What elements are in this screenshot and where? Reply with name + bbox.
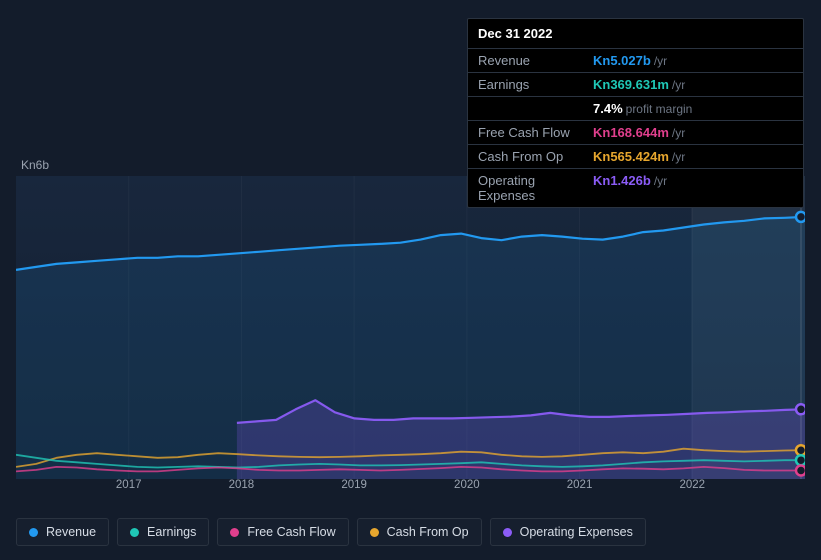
legend-label: Revenue	[46, 525, 96, 539]
legend-dot-icon	[503, 528, 512, 537]
tooltip-row-label: Cash From Op	[478, 149, 593, 164]
tooltip-row-label: Operating Expenses	[478, 173, 593, 203]
legend-item[interactable]: Free Cash Flow	[217, 518, 348, 546]
tooltip-unit: /yr	[672, 78, 685, 92]
legend-label: Cash From Op	[387, 525, 469, 539]
tooltip-row: Operating ExpensesKn1.426b /yr	[468, 169, 803, 207]
legend-label: Free Cash Flow	[247, 525, 335, 539]
y-axis-label-top: Kn6b	[21, 158, 49, 172]
tooltip-extra: profit margin	[626, 102, 693, 116]
tooltip-row-label: Free Cash Flow	[478, 125, 593, 140]
legend-item[interactable]: Operating Expenses	[490, 518, 646, 546]
chart-plot-area[interactable]	[16, 176, 805, 479]
x-axis-tick: 2019	[341, 479, 367, 491]
legend-item[interactable]: Earnings	[117, 518, 209, 546]
chart-legend: Revenue Earnings Free Cash Flow Cash From O…	[16, 518, 646, 546]
tooltip-value: Kn1.426b	[593, 173, 651, 188]
tooltip-row-label: Earnings	[478, 77, 593, 92]
tooltip-value: Kn565.424m	[593, 149, 669, 164]
x-axis-tick: 2020	[454, 479, 480, 491]
tooltip-unit: /yr	[654, 54, 667, 68]
tooltip-row: Free Cash FlowKn168.644m /yr	[468, 121, 803, 145]
legend-item[interactable]: Cash From Op	[357, 518, 482, 546]
tooltip-row: RevenueKn5.027b /yr	[468, 49, 803, 73]
legend-label: Earnings	[147, 525, 196, 539]
tooltip-row-label: Revenue	[478, 53, 593, 68]
legend-dot-icon	[29, 528, 38, 537]
tooltip-unit: /yr	[654, 174, 667, 188]
legend-dot-icon	[130, 528, 139, 537]
tooltip-row: EarningsKn369.631m /yr	[468, 73, 803, 97]
tooltip-row: 7.4% profit margin	[468, 97, 803, 121]
x-axis-tick: 2017	[116, 479, 142, 491]
x-axis: 2017 2018 2019 2020 2021 2022	[16, 479, 805, 499]
tooltip-pct: 7.4%	[593, 101, 623, 116]
legend-dot-icon	[370, 528, 379, 537]
x-axis-tick: 2018	[229, 479, 255, 491]
legend-label: Operating Expenses	[520, 525, 633, 539]
tooltip-row: Cash From OpKn565.424m /yr	[468, 145, 803, 169]
legend-item[interactable]: Revenue	[16, 518, 109, 546]
tooltip-unit: /yr	[672, 150, 685, 164]
x-axis-tick: 2021	[567, 479, 593, 491]
chart-tooltip: Dec 31 2022 RevenueKn5.027b /yrEarningsK…	[467, 18, 804, 208]
tooltip-date: Dec 31 2022	[468, 19, 803, 49]
tooltip-unit: /yr	[672, 126, 685, 140]
tooltip-value: Kn168.644m	[593, 125, 669, 140]
x-axis-tick: 2022	[679, 479, 705, 491]
legend-dot-icon	[230, 528, 239, 537]
tooltip-value: Kn369.631m	[593, 77, 669, 92]
tooltip-value: Kn5.027b	[593, 53, 651, 68]
